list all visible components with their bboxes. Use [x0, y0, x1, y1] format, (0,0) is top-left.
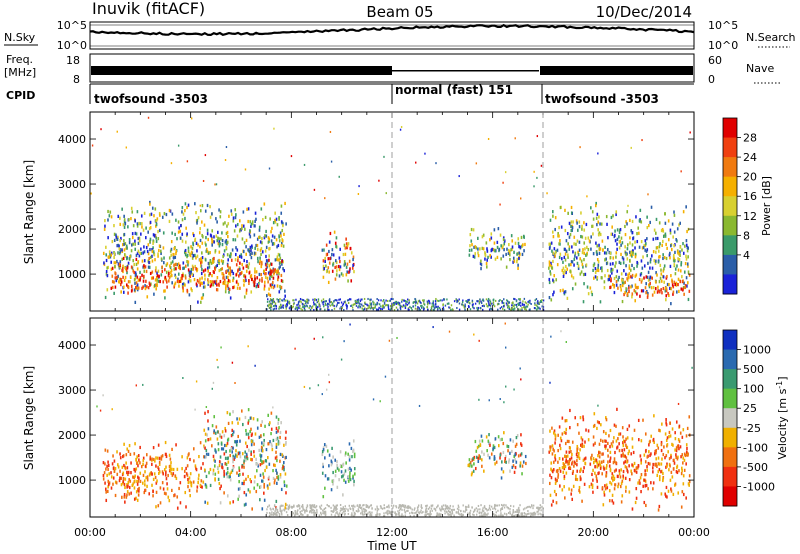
- noise-sky-line: [89, 23, 695, 37]
- colorbar-swatch: [723, 235, 737, 256]
- freq-band-2: [392, 70, 539, 72]
- colorbar-swatch: [723, 137, 737, 158]
- velocity-colorbar-label: Velocity [m s-1]: [775, 376, 790, 459]
- freq-band-1: [91, 66, 392, 75]
- x-tick-label: 12:00: [376, 526, 408, 539]
- colorbar-swatch: [723, 427, 737, 448]
- cpid-row: CPID twofsound -3503 normal (fast) 151 t…: [6, 83, 694, 106]
- x-tick-label: 00:00: [678, 526, 710, 539]
- colorbar-tick-label: 1000: [743, 344, 771, 357]
- date-title: 10/Dec/2014: [596, 3, 692, 21]
- noise-right-tick-top: 10^5: [708, 19, 738, 32]
- noise-sky-label: N.Sky: [4, 31, 36, 44]
- colorbar-tick-label: 24: [743, 151, 757, 164]
- velocity-scatter: [96, 322, 693, 517]
- y-tick-label: 3000: [58, 384, 86, 397]
- y-tick-label: 4000: [58, 133, 86, 146]
- colorbar-tick-label: 28: [743, 132, 757, 145]
- y-axis-label-velocity: Slant Range [km]: [22, 366, 36, 470]
- colorbar-tick-label: -25: [743, 422, 761, 435]
- freq-label-1: Freq.: [6, 53, 33, 66]
- colorbar-swatch: [723, 157, 737, 178]
- colorbar-swatch: [723, 330, 737, 351]
- x-tick-label: 08:00: [275, 526, 307, 539]
- y-tick-label: 1000: [58, 474, 86, 487]
- colorbar-swatch: [723, 215, 737, 236]
- colorbar-tick-label: 20: [743, 171, 757, 184]
- nave-right-tick-bottom: 0: [708, 73, 715, 86]
- colorbar-swatch: [723, 118, 737, 139]
- nave-label: Nave: [746, 62, 774, 75]
- x-tick-labels: 00:00 04:00 08:00 12:00 16:00 20:00 00:00: [74, 526, 710, 539]
- power-panel: 1000 2000 3000 4000: [58, 111, 695, 312]
- freq-band-3: [540, 66, 693, 75]
- colorbar-tick-label: 16: [743, 190, 757, 203]
- colorbar-swatch: [723, 196, 737, 217]
- freq-label-2: [MHz]: [4, 66, 36, 79]
- y-tick-label: 2000: [58, 223, 86, 236]
- y-axis-label-power: Slant Range [km]: [22, 160, 36, 264]
- colorbar-tick-label: 4: [743, 249, 750, 262]
- station-title: Inuvik (fitACF): [92, 0, 205, 18]
- colorbar-tick-label: 100: [743, 383, 764, 396]
- colorbar-swatch: [723, 176, 737, 197]
- colorbar-swatch: [723, 408, 737, 429]
- nave-right-tick-top: 60: [708, 54, 722, 67]
- noise-left-tick-top: 10^5: [57, 19, 87, 32]
- noise-panel: N.Sky 10^5 10^0 10^5 10^0 N.Search: [4, 19, 796, 52]
- noise-left-tick-bottom: 10^0: [57, 39, 87, 52]
- x-axis-label: Time UT: [366, 539, 417, 553]
- colorbar-tick-label: -1000: [743, 480, 775, 493]
- colorbar-swatch: [723, 388, 737, 409]
- cpid-label: CPID: [6, 89, 35, 102]
- colorbar-swatch: [723, 466, 737, 487]
- colorbar-swatch: [723, 486, 737, 507]
- beam-title: Beam 05: [366, 3, 433, 21]
- colorbar-swatch: [723, 274, 737, 295]
- power-colorbar-label: Power [dB]: [760, 176, 773, 236]
- colorbar-tick-label: -100: [743, 441, 768, 454]
- colorbar-tick-label: -500: [743, 461, 768, 474]
- power-scatter: [90, 116, 691, 311]
- colorbar-swatch: [723, 447, 737, 468]
- freq-left-tick-bottom: 8: [73, 73, 80, 86]
- cpid-segment-3: twofsound -3503: [545, 92, 659, 106]
- cpid-segment-1: twofsound -3503: [94, 92, 208, 106]
- power-colorbar: 28 24 20 16 12 8 4 Power [dB]: [722, 117, 773, 295]
- y-tick-label: 4000: [58, 339, 86, 352]
- x-tick-label: 04:00: [175, 526, 207, 539]
- colorbar-swatch: [723, 254, 737, 275]
- velocity-colorbar: 1000 500 100 25 -25 -100 -500 -1000 Velocity [m…: [722, 329, 790, 507]
- colorbar-tick-label: 500: [743, 363, 764, 376]
- x-tick-label: 20:00: [577, 526, 609, 539]
- colorbar-swatch: [723, 349, 737, 370]
- y-tick-label: 2000: [58, 429, 86, 442]
- noise-search-label: N.Search: [746, 31, 796, 44]
- colorbar-tick-label: 8: [743, 229, 750, 242]
- x-tick-label: 16:00: [477, 526, 509, 539]
- noise-right-tick-bottom: 10^0: [708, 39, 738, 52]
- cpid-segment-2: normal (fast) 151: [395, 83, 513, 97]
- colorbar-tick-label: 25: [743, 402, 757, 415]
- colorbar-tick-label: 12: [743, 210, 757, 223]
- velocity-panel: 1000 2000 3000 4000: [58, 317, 695, 518]
- freq-left-tick-top: 18: [66, 54, 80, 67]
- freq-panel: Freq. [MHz] 18 8 60 0 Nave: [4, 53, 780, 86]
- y-tick-label: 3000: [58, 178, 86, 191]
- colorbar-swatch: [723, 369, 737, 390]
- x-tick-label: 00:00: [74, 526, 106, 539]
- y-tick-label: 1000: [58, 268, 86, 281]
